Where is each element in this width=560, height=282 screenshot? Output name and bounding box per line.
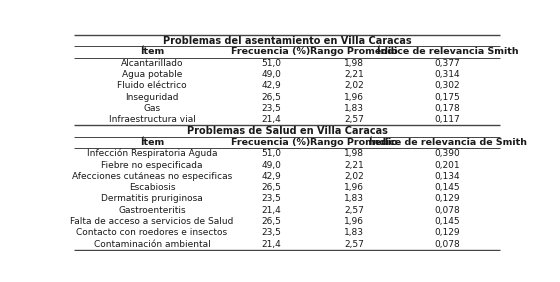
Text: Contacto con roedores e insectos: Contacto con roedores e insectos [76, 228, 227, 237]
Text: 51,0: 51,0 [261, 59, 281, 68]
Text: 2,57: 2,57 [344, 115, 364, 124]
Text: Inseguridad: Inseguridad [125, 93, 179, 102]
Text: 0,078: 0,078 [435, 206, 460, 215]
Text: 0,129: 0,129 [435, 228, 460, 237]
Text: 0,302: 0,302 [435, 81, 460, 90]
Text: Gas: Gas [143, 104, 161, 113]
Text: 0,078: 0,078 [435, 240, 460, 249]
Text: 0,129: 0,129 [435, 195, 460, 204]
Text: 0,390: 0,390 [435, 149, 460, 158]
Text: 0,117: 0,117 [435, 115, 460, 124]
Text: Fiebre no especificada: Fiebre no especificada [101, 160, 203, 169]
Text: 0,314: 0,314 [435, 70, 460, 79]
Text: 0,145: 0,145 [435, 183, 460, 192]
Text: 23,5: 23,5 [261, 195, 281, 204]
Text: Problemas de Salud en Villa Caracas: Problemas de Salud en Villa Caracas [186, 126, 388, 136]
Text: 26,5: 26,5 [261, 217, 281, 226]
Text: 49,0: 49,0 [261, 70, 281, 79]
Text: 23,5: 23,5 [261, 228, 281, 237]
Text: 26,5: 26,5 [261, 93, 281, 102]
Text: 0,377: 0,377 [435, 59, 460, 68]
Text: 0,175: 0,175 [435, 93, 460, 102]
Text: 0,134: 0,134 [435, 172, 460, 181]
Text: Contaminación ambiental: Contaminación ambiental [94, 240, 211, 249]
Text: 2,57: 2,57 [344, 240, 364, 249]
Text: 42,9: 42,9 [261, 81, 281, 90]
Text: 1,98: 1,98 [344, 59, 364, 68]
Text: 42,9: 42,9 [261, 172, 281, 181]
Text: 1,96: 1,96 [344, 93, 364, 102]
Text: 1,83: 1,83 [344, 195, 364, 204]
Text: Índice de relevancia Smith: Índice de relevancia Smith [377, 47, 519, 56]
Text: Rango Promedio: Rango Promedio [310, 138, 398, 147]
Text: Infraestructura vial: Infraestructura vial [109, 115, 195, 124]
Text: Frecuencia (%): Frecuencia (%) [231, 47, 311, 56]
Text: Escabiosis: Escabiosis [129, 183, 175, 192]
Text: 21,4: 21,4 [261, 115, 281, 124]
Text: 1,96: 1,96 [344, 183, 364, 192]
Text: 1,98: 1,98 [344, 149, 364, 158]
Text: 0,145: 0,145 [435, 217, 460, 226]
Text: Ítem: Ítem [140, 47, 164, 56]
Text: Problemas del asentamiento en Villa Caracas: Problemas del asentamiento en Villa Cara… [163, 36, 411, 46]
Text: 2,02: 2,02 [344, 81, 364, 90]
Text: 49,0: 49,0 [261, 160, 281, 169]
Text: Falta de acceso a servicios de Salud: Falta de acceso a servicios de Salud [70, 217, 234, 226]
Text: Índice de relevancia de Smith: Índice de relevancia de Smith [368, 138, 526, 147]
Text: 21,4: 21,4 [261, 240, 281, 249]
Text: 23,5: 23,5 [261, 104, 281, 113]
Text: Infección Respiratoria Aguda: Infección Respiratoria Aguda [87, 149, 217, 158]
Text: Gastroenteritis: Gastroenteritis [118, 206, 186, 215]
Text: Dermatitis pruriginosa: Dermatitis pruriginosa [101, 195, 203, 204]
Text: Alcantarillado: Alcantarillado [121, 59, 183, 68]
Text: 21,4: 21,4 [261, 206, 281, 215]
Text: Ítem: Ítem [140, 138, 164, 147]
Text: Afecciones cutáneas no especificas: Afecciones cutáneas no especificas [72, 172, 232, 181]
Text: 1,96: 1,96 [344, 217, 364, 226]
Text: Fluido eléctrico: Fluido eléctrico [117, 81, 187, 90]
Text: 1,83: 1,83 [344, 104, 364, 113]
Text: Agua potable: Agua potable [122, 70, 182, 79]
Text: 2,21: 2,21 [344, 160, 364, 169]
Text: 2,57: 2,57 [344, 206, 364, 215]
Text: 2,02: 2,02 [344, 172, 364, 181]
Text: Frecuencia (%): Frecuencia (%) [231, 138, 311, 147]
Text: Rango Promedio: Rango Promedio [310, 47, 398, 56]
Text: 2,21: 2,21 [344, 70, 364, 79]
Text: 26,5: 26,5 [261, 183, 281, 192]
Text: 1,83: 1,83 [344, 228, 364, 237]
Text: 0,178: 0,178 [435, 104, 460, 113]
Text: 0,201: 0,201 [435, 160, 460, 169]
Text: 51,0: 51,0 [261, 149, 281, 158]
